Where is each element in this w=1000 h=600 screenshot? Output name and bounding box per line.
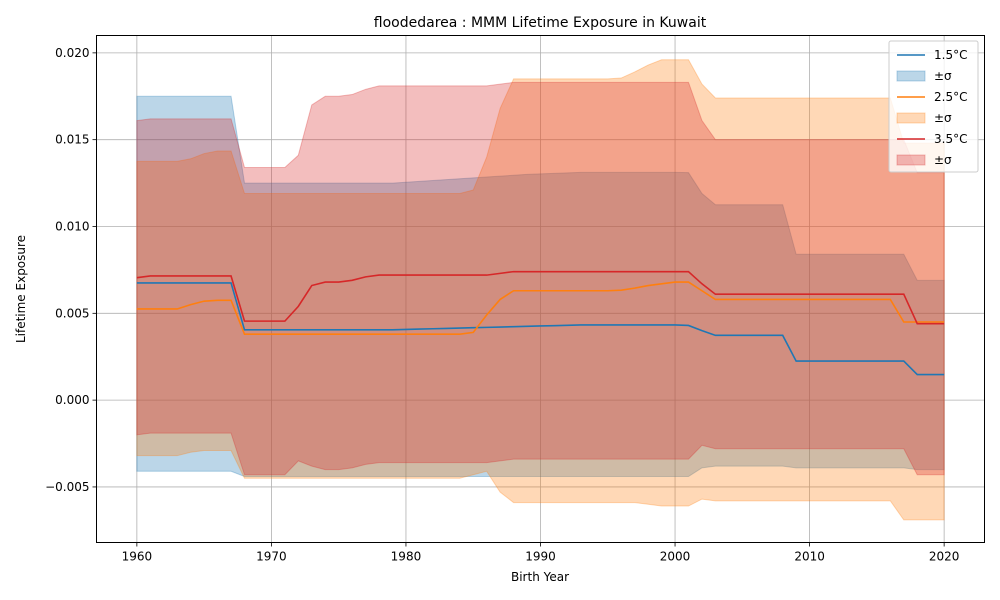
legend-label: ±σ bbox=[934, 111, 952, 125]
uncertainty-bands bbox=[136, 59, 945, 521]
legend-label: ±σ bbox=[934, 69, 952, 83]
legend-band-swatch bbox=[896, 70, 926, 82]
y-tick-label: 0.010 bbox=[55, 219, 89, 233]
y-tick-label: 0.015 bbox=[55, 133, 89, 147]
x-tick-label: 1960 bbox=[122, 550, 153, 564]
legend-label: 3.5°C bbox=[934, 132, 967, 146]
x-tick-label: 2010 bbox=[794, 550, 825, 564]
y-tick-label: −0.005 bbox=[45, 480, 89, 494]
chart-title: floodedarea : MMM Lifetime Exposure in K… bbox=[374, 15, 707, 31]
line-series-1 bbox=[136, 282, 945, 376]
series-lines bbox=[136, 270, 945, 376]
legend-label: 1.5°C bbox=[934, 48, 967, 62]
x-axis: 1960 1970 1980 1990 2000 2010 2020 bbox=[122, 542, 960, 564]
line-series-2 bbox=[136, 281, 945, 335]
x-tick-label: 2020 bbox=[929, 550, 960, 564]
line-series-3 bbox=[136, 270, 945, 325]
legend-band-swatch bbox=[896, 112, 926, 124]
y-tick-label: 0.020 bbox=[55, 46, 89, 60]
legend-label: 2.5°C bbox=[934, 90, 967, 104]
y-axis-label: Lifetime Exposure bbox=[14, 235, 28, 343]
x-tick-label: 1970 bbox=[256, 550, 287, 564]
legend-band-swatch bbox=[896, 154, 926, 166]
x-tick-label: 2000 bbox=[660, 550, 691, 564]
band-series-1 bbox=[136, 95, 945, 478]
x-axis-label: Birth Year bbox=[511, 570, 569, 584]
y-tick-label: 0.000 bbox=[55, 393, 89, 407]
legend-label: ±σ bbox=[934, 153, 952, 167]
legend: 1.5°C ±σ 2.5°C ±σ 3.5°C ±σ bbox=[888, 40, 979, 173]
band-series-2 bbox=[136, 59, 945, 521]
x-tick-label: 1990 bbox=[525, 550, 556, 564]
y-axis: −0.005 0.000 0.005 0.010 0.015 0.020 bbox=[45, 46, 97, 494]
grid bbox=[96, 35, 985, 543]
band-series-3 bbox=[136, 81, 945, 476]
y-tick-label: 0.005 bbox=[55, 306, 89, 320]
x-tick-label: 1980 bbox=[391, 550, 422, 564]
